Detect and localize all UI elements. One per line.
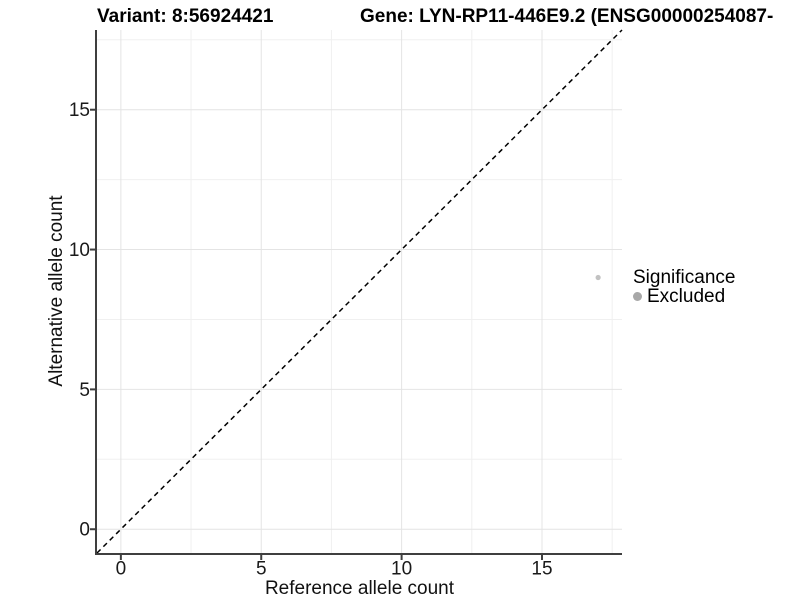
y-axis-title: Alternative allele count (46, 195, 67, 387)
y-tick-label: 10 (69, 240, 90, 261)
legend-item-label: Excluded (647, 286, 726, 307)
y-tick-label: 15 (69, 100, 90, 121)
x-axis-title: Reference allele count (264, 578, 455, 599)
y-tick-label: 0 (79, 520, 90, 541)
legend: Significance Excluded (633, 267, 736, 307)
data-point (595, 274, 601, 281)
x-tick-label: 0 (116, 559, 127, 580)
legend-key-dot-icon (633, 292, 642, 301)
plot-title-variant: Variant: 8:56924421 (97, 6, 274, 27)
legend-item: Excluded (633, 286, 735, 307)
legend-items: Excluded (633, 286, 735, 307)
plot-title-gene: Gene: LYN-RP11-446E9.2 (ENSG00000254087- (360, 6, 774, 27)
x-tick-label: 15 (531, 559, 552, 580)
x-tick-label: 5 (256, 559, 267, 580)
x-tick-label: 10 (391, 559, 412, 580)
y-tick-label: 5 (79, 380, 90, 401)
identity-reference-line (96, 29, 623, 554)
legend-title: Significance (633, 267, 736, 288)
